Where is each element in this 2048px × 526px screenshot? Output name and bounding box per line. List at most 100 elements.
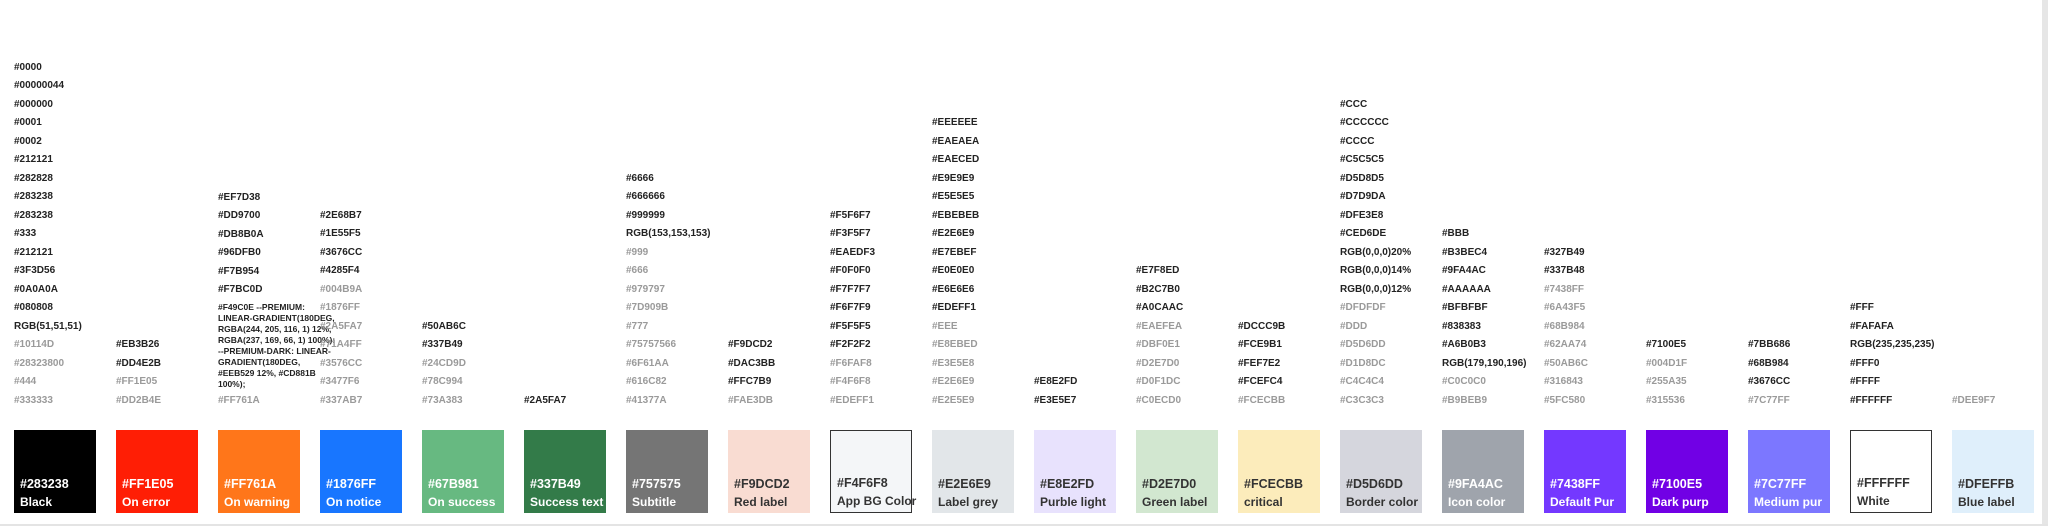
color-value-muted: #78C994 [422,376,463,387]
swatch-label: Success text [530,495,604,509]
color-value-muted: #75757566 [626,339,677,350]
bottom-divider [0,524,2048,526]
color-swatch[interactable]: #E8E2FD Purble light [1034,430,1116,513]
color-value-muted: #71A4FF [320,339,362,350]
color-swatch[interactable]: #7100E5 Dark purp [1646,430,1728,513]
color-column: #0000 #00000044 #000000 #0001 #0002 #212121 #2… [14,0,134,526]
color-value: #CED6DE [1340,228,1387,239]
color-value: #4285F4 [320,265,360,276]
color-value-muted: #444 [14,376,37,387]
color-swatch[interactable]: #F4F6F8 App BG Color [830,430,916,513]
color-value: RGB(235,235,235) [1850,339,1935,350]
color-column: #2A5FA7 #337B49 Success text [524,0,644,526]
color-value-muted: #B9BEB9 [1442,394,1488,406]
color-value: RGB(0,0,0)12% [1340,283,1412,295]
color-value: #E3E5E7 [1034,394,1077,406]
color-value-muted: #979797 [626,283,665,295]
color-swatch[interactable]: #F9DCD2 Red label [728,430,810,513]
color-value: #DD9700 [218,210,261,221]
color-value: #E0E0E0 [932,265,975,276]
color-value: #999999 [626,209,665,221]
color-swatch[interactable]: #FF761A On warning [218,430,300,513]
swatch-hex: #DFEFFB [1958,477,2015,491]
color-value-muted: #2A5FA7 [320,320,363,332]
color-value: #FFFF [1850,376,1880,387]
color-value-list: #EEEEEE #EAEAEA #EAECED #E9E9E9 #E5E5E5 #EBEB… [932,114,1052,410]
color-value: #F7F7F7 [830,283,871,295]
color-swatch[interactable]: #FCECBB critical [1238,430,1320,513]
color-value-muted: #DD2B4E [116,394,162,406]
color-swatch[interactable]: #283238 Black [14,430,96,513]
swatch-hex: #FFFFFF [1857,476,1910,490]
color-value: #282828 [14,172,53,184]
swatch-hex: #F9DCD2 [734,477,790,491]
color-value-muted: #004D1F [1646,357,1688,369]
color-value: #E9E9E9 [932,172,975,184]
color-swatch[interactable]: #9FA4AC Icon color [1442,430,1524,513]
color-value: #96DFB0 [218,247,261,258]
swatch-hex: #D5D6DD [1346,477,1403,491]
color-swatch[interactable]: #FFFFFF White [1850,430,1932,513]
color-value-muted: #6A43F5 [1544,302,1586,313]
color-swatch[interactable]: #7C77FF Medium pur [1748,430,1830,513]
color-value: #3676CC [320,246,363,258]
color-value-muted: #62AA74 [1544,339,1587,350]
color-column: #CCC #CCCCCC #CCCC #C5C5C5 #D5D8D5 #D7D9DA #DF… [1340,0,1460,526]
color-swatch[interactable]: #757575 Subtitle [626,430,708,513]
color-value-muted: #666 [626,265,649,276]
color-column: #BBB #B3BEC4 #9FA4AC #AAAAAA #BFBFBF #838383 #… [1442,0,1562,526]
color-swatch[interactable]: #DFEFFB Blue label [1952,430,2034,513]
color-value: #DFE3E8 [1340,209,1384,221]
color-value-muted: #C0ECD0 [1136,394,1182,406]
color-value: #337B49 [422,339,463,350]
swatch-label: Medium pur [1754,495,1822,509]
color-value: #BFBFBF [1442,302,1488,313]
color-value: #F0F0F0 [830,265,871,276]
color-value-list: #7100E5 #004D1F #255A35 #315536 [1646,336,1766,410]
color-column: #F9DCD2 #DAC3BB #FFC7B9 #FAE3DB #F9DCD2 Red l… [728,0,848,526]
color-value: #0002 [14,135,42,147]
color-value-muted: #D1D8DC [1340,357,1386,369]
gradient-note: #F49C0E --PREMIUM: LINEAR-GRADIENT(180DE… [218,301,336,389]
color-swatch[interactable]: #7438FF Default Pur [1544,430,1626,513]
color-value-muted: #5FC580 [1544,394,1586,406]
color-swatch[interactable]: #E2E6E9 Label grey [932,430,1014,513]
color-value: #F3F5F7 [830,228,871,239]
swatch-hex: #67B981 [428,477,479,491]
swatch-label: Subtitle [632,495,676,509]
color-value-list: #F9DCD2 #DAC3BB #FFC7B9 #FAE3DB [728,336,848,410]
color-value-muted: #3576CC [320,357,363,369]
color-value: #6666 [626,172,654,184]
color-value: #B2C7B0 [1136,283,1180,295]
color-value: #EBEBEB [932,209,980,221]
swatch-label: Green label [1142,495,1208,509]
color-swatch[interactable]: #67B981 On success [422,430,504,513]
color-swatch[interactable]: #1876FF On notice [320,430,402,513]
color-value: #C5C5C5 [1340,154,1384,165]
color-value-muted: #D2E7D0 [1136,357,1180,369]
color-value-muted: #777 [626,320,649,332]
color-value-muted: #DDD [1340,320,1368,332]
color-swatch[interactable]: #D5D6DD Border color [1340,430,1422,513]
color-value-muted: #6F61AA [626,357,669,369]
color-value: #68B984 [1748,357,1789,369]
color-value: #000000 [14,98,53,110]
swatch-label: On notice [326,495,382,509]
color-value: #EAEDF3 [830,246,876,258]
color-column: #6666 #666666 #999999 RGB(153,153,153) #999 #… [626,0,746,526]
color-column: #7BB686 #68B984 #3676CC #7C77FF #7C77FF Mediu… [1748,0,1868,526]
swatch-label: Purble light [1040,495,1106,509]
color-column: #EEEEEE #EAEAEA #EAECED #E9E9E9 #E5E5E5 #EBEB… [932,0,1052,526]
swatch-label: Red label [734,495,788,509]
color-value: #EB3B26 [116,339,160,350]
color-value: #337B48 [1544,265,1585,276]
scrollbar[interactable] [2042,0,2048,526]
color-column: #7100E5 #004D1F #255A35 #315536 #7100E5 Dark … [1646,0,1766,526]
color-swatch[interactable]: #FF1E05 On error [116,430,198,513]
color-swatch[interactable]: #D2E7D0 Green label [1136,430,1218,513]
color-swatch[interactable]: #337B49 Success text [524,430,606,513]
color-value-list: #2E68B7 #1E55F5 #3676CC #4285F4 #004B9A #1876… [320,207,440,411]
color-value: #F7BC0D [218,284,263,295]
color-value-muted: #F6FAF8 [830,357,872,369]
swatch-hex: #F4F6F8 [837,476,888,490]
